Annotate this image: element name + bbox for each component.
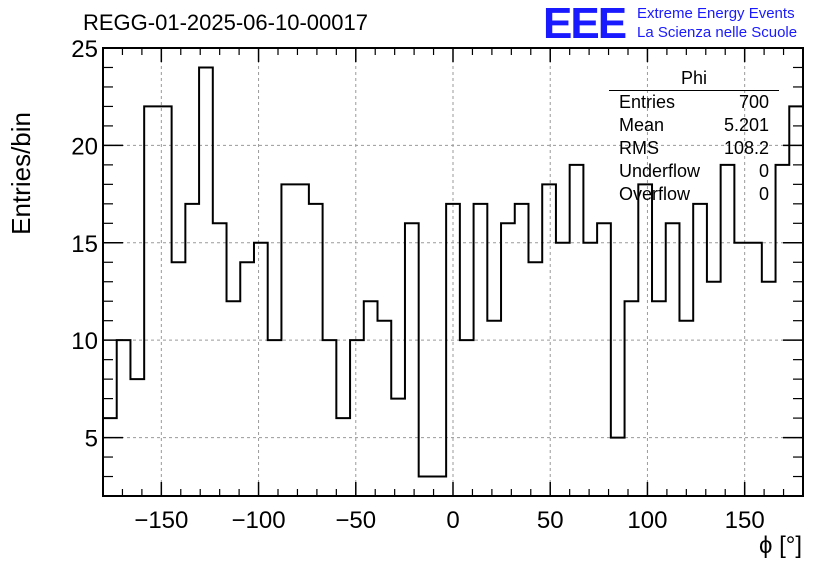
- stats-row-entries: Entries 700: [609, 91, 779, 114]
- histogram-bin: [117, 340, 131, 496]
- histogram-bin: [336, 418, 350, 496]
- stats-label: Entries: [619, 92, 676, 112]
- histogram-bin: [762, 282, 776, 496]
- stats-value: 0: [758, 184, 769, 204]
- histogram-bin: [350, 340, 364, 496]
- histogram-bin: [556, 243, 570, 496]
- stats-box-title: Phi: [609, 68, 779, 91]
- logo-line-1: Extreme Energy Events: [637, 5, 795, 22]
- x-axis-label: ϕ [°]: [758, 532, 802, 559]
- x-tick-label: −150: [134, 507, 188, 534]
- histogram-bin: [254, 243, 268, 496]
- x-tick-label: −100: [232, 507, 286, 534]
- histogram-bin: [199, 67, 213, 496]
- axis-ticks: [103, 47, 803, 497]
- histogram-bin: [419, 477, 433, 496]
- histogram-bin: [391, 399, 405, 496]
- y-tick-label: 15: [71, 231, 98, 258]
- histogram-bin: [364, 301, 378, 496]
- histogram-bin: [570, 165, 584, 496]
- histogram-bin: [185, 204, 199, 496]
- stats-row-overflow: Overflow 0: [609, 183, 779, 206]
- histogram-bin: [611, 438, 625, 496]
- logo-line-2: La Scienza nelle Scuole: [637, 24, 798, 41]
- y-tick-label: 5: [85, 426, 98, 453]
- histogram-bin: [227, 301, 241, 496]
- histogram-series-line: [103, 66, 803, 478]
- stats-row-rms: RMS 108.2: [609, 137, 779, 160]
- histogram-bin: [172, 262, 186, 496]
- histogram-bin: [474, 204, 488, 496]
- stats-value: 108.2: [723, 138, 769, 158]
- histogram-bin: [776, 165, 790, 496]
- histogram-bin: [240, 262, 254, 496]
- histogram-bin: [583, 243, 597, 496]
- histogram-bin: [130, 379, 144, 496]
- histogram-bin: [597, 223, 611, 496]
- stats-row-underflow: Underflow 0: [609, 160, 779, 183]
- y-tick-label: 10: [71, 328, 98, 355]
- y-tick-label: 25: [71, 36, 98, 63]
- histogram-bin: [268, 340, 282, 496]
- histogram-bin: [652, 301, 666, 496]
- stats-label: RMS: [619, 138, 659, 158]
- x-tick-label: 100: [627, 507, 667, 534]
- grid: [103, 48, 803, 496]
- y-tick-label: 20: [71, 133, 98, 160]
- histogram-bin: [460, 340, 474, 496]
- stats-label: Overflow: [619, 184, 691, 204]
- histogram-bin: [323, 340, 337, 496]
- stats-label: Mean: [619, 115, 665, 135]
- histogram-bin: [487, 321, 501, 496]
- histogram-bin: [432, 477, 446, 496]
- stats-value: 5.201: [723, 115, 769, 135]
- histogram-bin: [707, 282, 721, 496]
- histogram-bin: [501, 223, 515, 496]
- axis-tick-labels: −150 −100 −50 0 50 100 150 5 10 15 20 25: [71, 36, 764, 534]
- histogram-bin: [721, 165, 735, 496]
- chart-title: REGG-01-2025-06-10-00017: [83, 10, 368, 35]
- histogram-bin: [679, 321, 693, 496]
- histogram-bin: [405, 223, 419, 496]
- x-tick-label: −50: [335, 507, 376, 534]
- histogram-bin: [309, 204, 323, 496]
- logo-caption: Extreme Energy Events La Scienza nelle S…: [637, 4, 797, 42]
- histogram-bin: [625, 301, 639, 496]
- stats-box: Phi Entries 700 Mean 5.201 RMS 108.2 Und…: [609, 68, 779, 206]
- x-tick-label: 0: [446, 507, 459, 534]
- eee-logo: EEE: [543, 0, 627, 48]
- histogram-bin: [515, 204, 529, 496]
- plot-frame: [102, 47, 804, 497]
- stats-value: 0: [758, 161, 769, 181]
- histogram-bin: [666, 223, 680, 496]
- histogram-bin: [378, 321, 392, 496]
- histogram-bin: [528, 262, 542, 496]
- stats-row-mean: Mean 5.201: [609, 114, 779, 137]
- histogram-bin: [213, 223, 227, 496]
- y-axis-label: Entries/bin: [6, 112, 36, 235]
- histogram-bin: [693, 204, 707, 496]
- stats-value: 700: [738, 92, 769, 112]
- x-tick-label: 150: [725, 507, 765, 534]
- histogram-bin: [748, 243, 762, 496]
- x-tick-label: 50: [537, 507, 564, 534]
- histogram-bin: [734, 243, 748, 496]
- stats-label: Underflow: [619, 161, 701, 181]
